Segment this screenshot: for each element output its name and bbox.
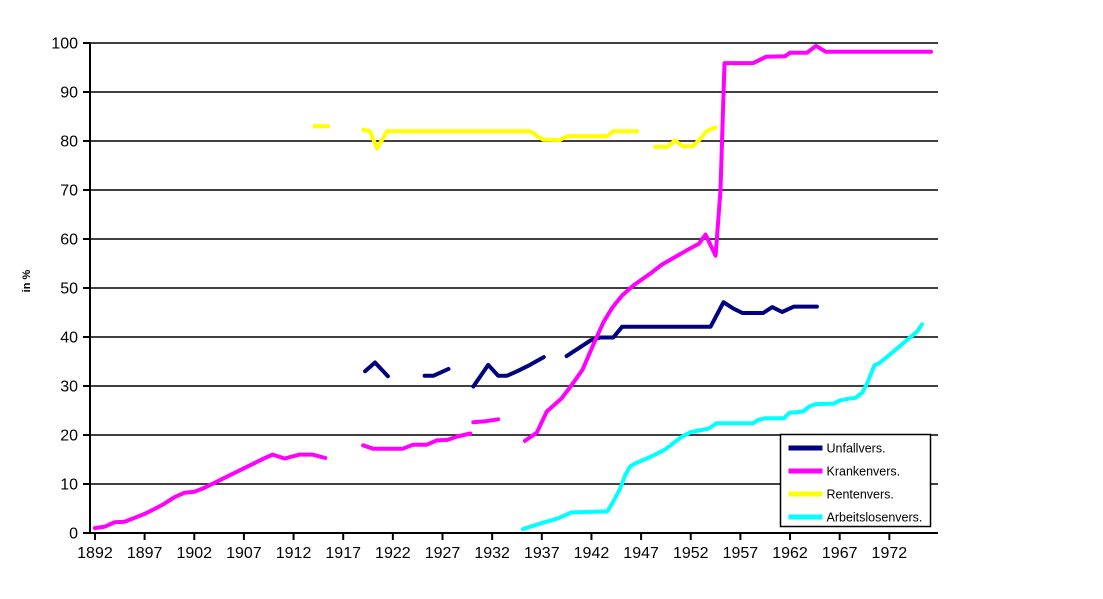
y-tick-label-90: 90 [60,85,78,102]
x-tick-label-1962: 1962 [772,545,808,562]
y-tick-label-40: 40 [60,330,78,347]
series-line-unfallvers-1 [422,366,451,378]
y-axis-label: in % [21,269,33,292]
legend: Unfallvers. Krankenvers. Rentenvers. Arbeit… [779,433,932,528]
legend-item-krankenvers: Krankenvers. [788,465,901,479]
legend-label-arbeitslosenvers: Arbeitslosenvers. [827,511,923,525]
x-tick-label-1942: 1942 [574,545,610,562]
x-tick-label-1922: 1922 [375,545,411,562]
x-tick-label-1932: 1932 [474,545,510,562]
series-line-rentenvers-1 [361,127,640,151]
x-tick-label-1952: 1952 [673,545,709,562]
x-tick-label-1967: 1967 [822,545,858,562]
series-line-krankenvers-1 [361,431,473,451]
y-tick-label-80: 80 [60,134,78,151]
legend-label-unfallvers: Unfallvers. [827,442,886,456]
y-tick-label-100: 100 [51,36,78,53]
series-line-krankenvers-2 [471,417,501,425]
x-tick-label-1917: 1917 [325,545,361,562]
y-tick-label-10: 10 [60,477,78,494]
y-tick-label-50: 50 [60,281,78,298]
series-lines [93,43,933,532]
y-tick-label-30: 30 [60,379,78,396]
x-tick-label-1927: 1927 [425,545,461,562]
axis-tick-labels: 0 10 20 30 40 50 60 70 80 90 100 1892 1897 1902 1907 19… [51,36,907,563]
legend-item-arbeitslosenvers: Arbeitslosenvers. [788,511,923,525]
x-tick-label-1957: 1957 [723,545,759,562]
x-tick-label-1937: 1937 [524,545,560,562]
series-line-krankenvers-3 [522,43,933,443]
y-tick-label-20: 20 [60,428,78,445]
gridlines [90,42,938,485]
series-line-rentenvers-2 [653,125,718,149]
x-tick-label-1902: 1902 [176,545,212,562]
x-tick-label-1947: 1947 [623,545,659,562]
axes [83,42,938,540]
x-tick-label-1897: 1897 [127,545,163,562]
legend-label-krankenvers: Krankenvers. [827,465,901,479]
legend-label-rentenvers: Rentenvers. [827,488,894,502]
series-line-krankenvers-0 [93,452,328,531]
series-line-unfallvers-0 [363,360,390,379]
y-tick-label-0: 0 [69,526,78,543]
x-tick-label-1972: 1972 [872,545,908,562]
series-line-unfallvers-3 [564,300,819,359]
x-tick-label-1912: 1912 [276,545,312,562]
series-line-unfallvers-2 [471,355,546,389]
series-line-arbeitslosenvers-0 [520,322,925,532]
legend-item-rentenvers: Rentenvers. [788,488,894,502]
y-tick-label-60: 60 [60,232,78,249]
y-tick-label-70: 70 [60,183,78,200]
x-tick-label-1892: 1892 [77,545,113,562]
x-tick-label-1907: 1907 [226,545,262,562]
legend-item-unfallvers: Unfallvers. [788,442,886,456]
